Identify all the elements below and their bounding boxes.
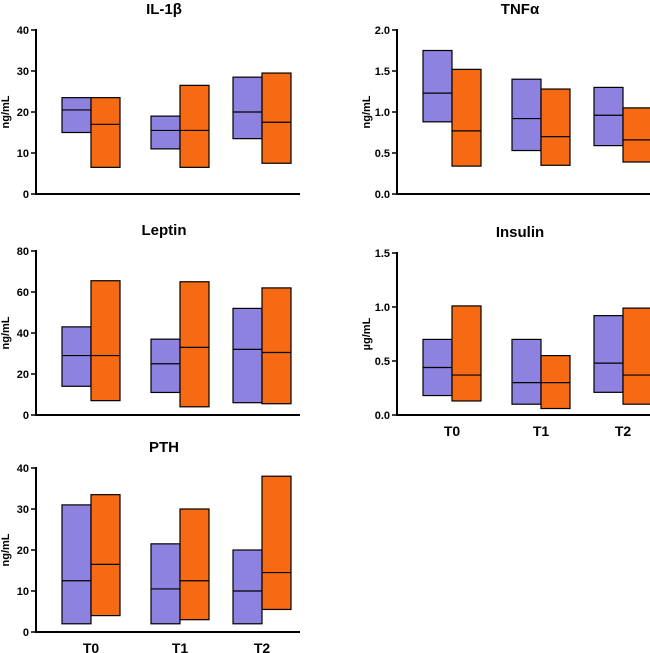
box-b-t2 [622,307,650,405]
chart-title: IL-1β [146,1,182,18]
y-tick-label: 0.0 [375,189,390,201]
box-a-t0 [422,49,453,123]
y-tick-label: 30 [17,66,29,78]
y-tick-label: 1.0 [375,107,390,119]
box-a-t1 [150,543,181,625]
y-tick-label: 1.0 [375,302,390,314]
x-tick-label-t2: T2 [254,640,271,653]
y-tick-label: 2.0 [375,25,390,37]
box-b-t0 [451,68,482,167]
chart-title: Leptin [142,222,187,239]
y-tick-label: 20 [17,107,29,119]
box-a-t0 [61,504,92,625]
chart-panel-4: PTH ng/mL 0 10 20 30 40 T0 T1 T2 [0,439,300,653]
y-tick-label: 0.5 [375,356,390,368]
box-b-t2 [261,72,292,164]
y-axis-label: ng/mL [0,316,12,349]
y-tick-label: 0 [23,189,29,201]
box-a-t1 [511,338,542,405]
x-tick-label-t1: T1 [172,640,189,653]
box-a-t2 [593,86,624,147]
chart-panel-2: Leptin ng/mL 0 20 40 60 80 [0,222,300,422]
y-tick-label: 1.5 [375,248,390,260]
box-b-t1 [540,88,571,166]
y-tick-label: 1.5 [375,66,390,78]
box-a-t1 [150,338,181,394]
y-axis-label: ng/mL [0,95,12,128]
x-tick-label-t1: T1 [533,423,550,439]
y-tick-label: 60 [17,287,29,299]
y-tick-label: 0 [23,410,29,422]
y-tick-label: 40 [17,328,29,340]
y-tick-label: 20 [17,369,29,381]
y-tick-label: 10 [17,586,29,598]
box-b-t0 [90,494,121,617]
box-b-t1 [179,508,210,621]
box-a-t1 [150,115,181,150]
chart-title: PTH [149,439,179,456]
chart-title: TNFα [501,1,540,18]
y-tick-label: 0 [23,627,29,639]
chart-panel-0: IL-1β ng/mL 0 10 20 30 40 [0,1,300,201]
y-tick-label: 0.5 [375,148,390,160]
chart-panel-1: TNFα ng/mL 0.0 0.5 1.0 1.5 2.0 [361,1,650,201]
box-a-t0 [61,326,92,387]
chart-panel-3: Insulin µg/mL 0.0 0.5 1.0 1.5 T0 T1 T2 [361,224,650,439]
x-tick-label-t0: T0 [444,423,461,439]
y-tick-label: 10 [17,148,29,160]
box-b-t0 [451,305,482,402]
x-tick-label-t2: T2 [615,423,632,439]
box-b-t1 [179,281,210,408]
box-b-t2 [261,475,292,611]
y-tick-label: 80 [17,246,29,258]
y-axis-label: ng/mL [0,533,12,566]
box-b-t2 [261,287,292,405]
y-axis-label: µg/mL [361,317,373,350]
box-a-t0 [61,97,92,134]
y-tick-label: 0.0 [375,410,390,422]
x-tick-label-t0: T0 [83,640,100,653]
chart-title: Insulin [496,224,544,241]
y-tick-label: 40 [17,25,29,37]
y-axis-label: ng/mL [361,95,373,128]
box-b-t2 [622,107,650,163]
y-tick-label: 20 [17,545,29,557]
box-b-t0 [90,280,121,402]
box-b-t1 [179,84,210,168]
box-a-t2 [593,315,624,393]
y-tick-label: 40 [17,463,29,475]
box-a-t1 [511,78,542,152]
box-b-t0 [90,97,121,168]
y-tick-label: 30 [17,504,29,516]
box-a-t2 [232,307,263,404]
box-a-t2 [232,76,263,140]
box-a-t2 [232,549,263,625]
